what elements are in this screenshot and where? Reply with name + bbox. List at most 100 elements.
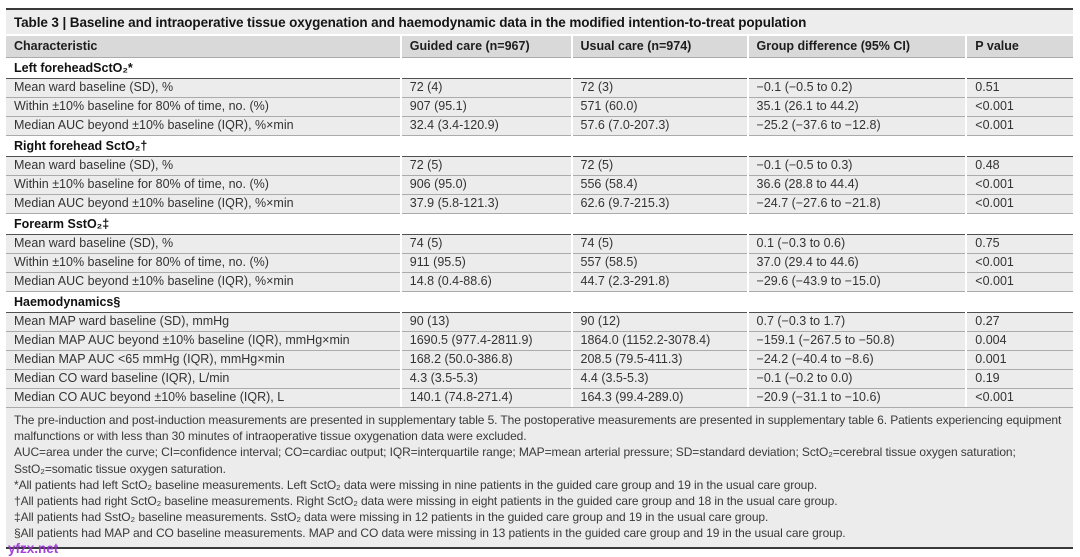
value-cell: 37.9 (5.8-121.3) (399, 194, 572, 214)
section-header-row: Haemodynamics§ (6, 291, 1073, 313)
characteristic-cell: Within ±10% baseline for 80% of time, no… (6, 97, 401, 117)
value-cell: 0.004 (965, 331, 1073, 351)
characteristic-cell: Mean MAP ward baseline (SD), mmHg (6, 312, 401, 332)
characteristic-cell: Within ±10% baseline for 80% of time, no… (6, 175, 401, 195)
table-row: Mean ward baseline (SD), % 72 (5) 72 (5) −0… (6, 156, 1073, 176)
section-header-label: Haemodynamics§ (6, 291, 1073, 313)
table-row: Within ±10% baseline for 80% of time, no… (6, 97, 1073, 117)
value-cell: 36.6 (28.8 to 44.4) (746, 175, 967, 195)
table-row: Median CO AUC beyond ±10% baseline (IQR)… (6, 388, 1073, 407)
value-cell: −0.1 (−0.5 to 0.3) (746, 156, 967, 176)
table-row: Median CO ward baseline (IQR), L/min 4.3 … (6, 369, 1073, 389)
section-header-row: Right forehead SctO₂† (6, 135, 1073, 157)
characteristic-cell: Mean ward baseline (SD), % (6, 234, 401, 254)
table-row: Mean ward baseline (SD), % 72 (4) 72 (3) −0… (6, 78, 1073, 98)
value-cell: 1864.0 (1152.2-3078.4) (570, 331, 748, 351)
value-cell: <0.001 (965, 194, 1073, 214)
value-cell: 90 (12) (570, 312, 748, 332)
title-header-divider (6, 34, 1073, 36)
footnote: The pre-induction and post-induction mea… (14, 413, 1062, 444)
value-cell: 74 (5) (570, 234, 748, 254)
watermark: yfzx.net (8, 541, 59, 556)
value-cell: 14.8 (0.4-88.6) (399, 272, 572, 292)
value-cell: 0.75 (965, 234, 1073, 254)
column-header: Usual care (n=974) (570, 36, 748, 58)
value-cell: 57.6 (7.0-207.3) (570, 116, 748, 136)
footnote: *All patients had left SctO₂ baseline me… (14, 477, 818, 492)
section-header-label: Forearm SstO₂‡ (6, 213, 1073, 235)
characteristic-cell: Median MAP AUC beyond ±10% baseline (IQR… (6, 331, 401, 351)
value-cell: 62.6 (9.7-215.3) (570, 194, 748, 214)
column-header: Characteristic (6, 36, 401, 58)
value-cell: 911 (95.5) (399, 253, 572, 273)
characteristic-cell: Median CO AUC beyond ±10% baseline (IQR)… (6, 388, 401, 407)
characteristic-cell: Median AUC beyond ±10% baseline (IQR), %… (6, 116, 401, 136)
characteristic-cell: Median AUC beyond ±10% baseline (IQR), %… (6, 194, 401, 214)
value-cell: <0.001 (965, 116, 1073, 136)
section-header-label: Right forehead SctO₂† (6, 135, 1073, 157)
table-body: Left foreheadSctO₂* Mean ward baseline (S… (6, 57, 1073, 407)
value-cell: 208.5 (79.5-411.3) (570, 350, 748, 370)
section-header-row: Left foreheadSctO₂* (6, 57, 1073, 79)
table-row: Within ±10% baseline for 80% of time, no… (6, 175, 1073, 195)
value-cell: −24.2 (−40.4 to −8.6) (746, 350, 967, 370)
value-cell: 0.51 (965, 78, 1073, 98)
footnote: †All patients had right SctO₂ baseline m… (14, 494, 838, 509)
baseline-data-table: Characteristic Guided care (n=967) Usual c… (6, 36, 1073, 407)
value-cell: 72 (5) (570, 156, 748, 176)
characteristic-cell: Median MAP AUC <65 mmHg (IQR), mmHg×min (6, 350, 401, 370)
value-cell: 164.3 (99.4-289.0) (570, 388, 748, 407)
value-cell: 556 (58.4) (570, 175, 748, 195)
value-cell: 0.19 (965, 369, 1073, 389)
value-cell: 72 (3) (570, 78, 748, 98)
value-cell: 4.3 (3.5-5.3) (399, 369, 572, 389)
value-cell: −24.7 (−27.6 to −21.8) (746, 194, 967, 214)
table-row: Median MAP AUC beyond ±10% baseline (IQR… (6, 331, 1073, 351)
value-cell: −159.1 (−267.5 to −50.8) (746, 331, 967, 351)
value-cell: 0.7 (−0.3 to 1.7) (746, 312, 967, 332)
value-cell: −29.6 (−43.9 to −15.0) (746, 272, 967, 292)
footnotes-block: The pre-induction and post-induction mea… (6, 407, 1073, 549)
value-cell: 32.4 (3.4-120.9) (399, 116, 572, 136)
header-row: Characteristic Guided care (n=967) Usual c… (6, 36, 1073, 58)
value-cell: −0.1 (−0.5 to 0.2) (746, 78, 967, 98)
value-cell: 0.48 (965, 156, 1073, 176)
section-header-row: Forearm SstO₂‡ (6, 213, 1073, 235)
value-cell: 72 (5) (399, 156, 572, 176)
table-row: Within ±10% baseline for 80% of time, no… (6, 253, 1073, 273)
value-cell: 72 (4) (399, 78, 572, 98)
value-cell: 571 (60.0) (570, 97, 748, 117)
column-header: Guided care (n=967) (399, 36, 572, 58)
value-cell: <0.001 (965, 272, 1073, 292)
section-header-label: Left foreheadSctO₂* (6, 57, 1073, 79)
characteristic-cell: Within ±10% baseline for 80% of time, no… (6, 253, 401, 273)
value-cell: 906 (95.0) (399, 175, 572, 195)
table-title: Table 3 | Baseline and intraoperative ti… (6, 10, 1073, 34)
footnote: ‡All patients had SstO₂ baseline measure… (14, 510, 769, 525)
value-cell: 907 (95.1) (399, 97, 572, 117)
value-cell: <0.001 (965, 175, 1073, 195)
column-header: P value (965, 36, 1073, 58)
table-3-container: Table 3 | Baseline and intraoperative ti… (6, 8, 1073, 549)
characteristic-cell: Median CO ward baseline (IQR), L/min (6, 369, 401, 389)
table-row: Median MAP AUC <65 mmHg (IQR), mmHg×min 1… (6, 350, 1073, 370)
value-cell: <0.001 (965, 388, 1073, 407)
column-header: Group difference (95% CI) (746, 36, 967, 58)
value-cell: −20.9 (−31.1 to −10.6) (746, 388, 967, 407)
value-cell: 37.0 (29.4 to 44.6) (746, 253, 967, 273)
value-cell: 168.2 (50.0-386.8) (399, 350, 572, 370)
value-cell: <0.001 (965, 253, 1073, 273)
value-cell: 90 (13) (399, 312, 572, 332)
value-cell: 1690.5 (977.4-2811.9) (399, 331, 572, 351)
table-row: Median AUC beyond ±10% baseline (IQR), %… (6, 194, 1073, 214)
characteristic-cell: Mean ward baseline (SD), % (6, 156, 401, 176)
value-cell: −25.2 (−37.6 to −12.8) (746, 116, 967, 136)
value-cell: 44.7 (2.3-291.8) (570, 272, 748, 292)
value-cell: 0.001 (965, 350, 1073, 370)
value-cell: 74 (5) (399, 234, 572, 254)
value-cell: <0.001 (965, 97, 1073, 117)
footnote: §All patients had MAP and CO baseline me… (14, 526, 846, 541)
value-cell: 0.1 (−0.3 to 0.6) (746, 234, 967, 254)
value-cell: 35.1 (26.1 to 44.2) (746, 97, 967, 117)
